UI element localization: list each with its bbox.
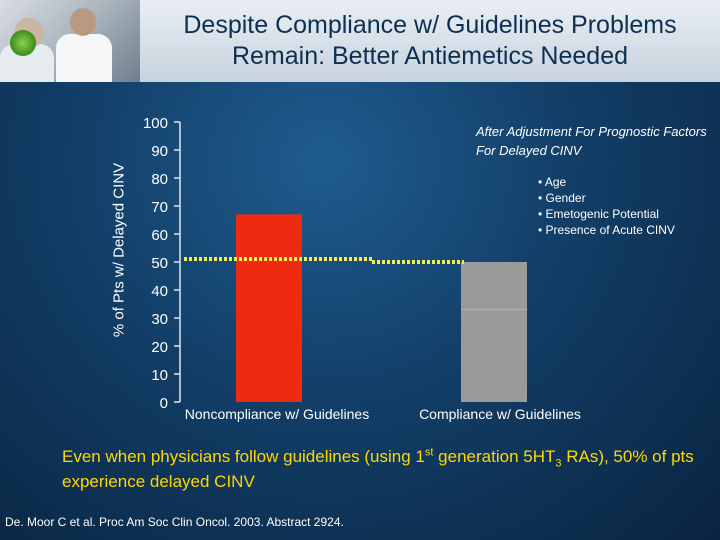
x-category-label: Noncompliance w/ Guidelines (185, 406, 369, 422)
y-tick-label: 40 (151, 283, 168, 300)
bar (461, 262, 527, 402)
summary-subscript: 3 (555, 457, 562, 470)
y-tick-label: 50 (151, 255, 168, 272)
y-tick-label: 0 (160, 395, 168, 412)
y-tick-label: 80 (151, 171, 168, 188)
summary-part: Even when physicians follow guidelines (… (62, 447, 425, 466)
photo-figure (56, 34, 112, 82)
y-tick-label: 10 (151, 367, 168, 384)
y-tick-label: 90 (151, 143, 168, 160)
annotation-title: After Adjustment For Prognostic Factors … (476, 124, 707, 158)
annotation-bullet: • Gender (538, 191, 586, 205)
y-tick-label: 30 (151, 311, 168, 328)
annotation-bullet-list: • Age • Gender • Emetogenic Potential • … (538, 174, 675, 238)
x-category-label: Compliance w/ Guidelines (419, 406, 581, 422)
title-line-2: Remain: Better Antiemetics Needed (231, 42, 629, 70)
annotation-bullet: • Age (538, 175, 567, 189)
summary-part: RAs), 50% of pts experience delayed CINV (62, 447, 694, 491)
summary-text: Even when physicians follow guidelines (… (62, 444, 702, 494)
y-tick-label: 70 (151, 199, 168, 216)
summary-part: generation 5HT (433, 447, 556, 466)
annotation-bullet: • Presence of Acute CINV (538, 223, 675, 237)
doctors-photo (0, 0, 140, 82)
summary-superscript: st (424, 446, 434, 459)
y-tick-label: 60 (151, 227, 168, 244)
bar (236, 214, 302, 402)
y-tick-label: 20 (151, 339, 168, 356)
annotation-bullet: • Emetogenic Potential (538, 207, 659, 221)
slide-title: Despite Compliance w/ Guidelines Problem… (145, 10, 715, 72)
photo-figure (70, 8, 96, 36)
y-tick-label: 100 (143, 115, 168, 132)
citation: De. Moor C et al. Proc Am Soc Clin Oncol… (5, 515, 344, 529)
title-line-1: Despite Compliance w/ Guidelines Problem… (183, 11, 677, 39)
photo-plant (10, 30, 36, 56)
